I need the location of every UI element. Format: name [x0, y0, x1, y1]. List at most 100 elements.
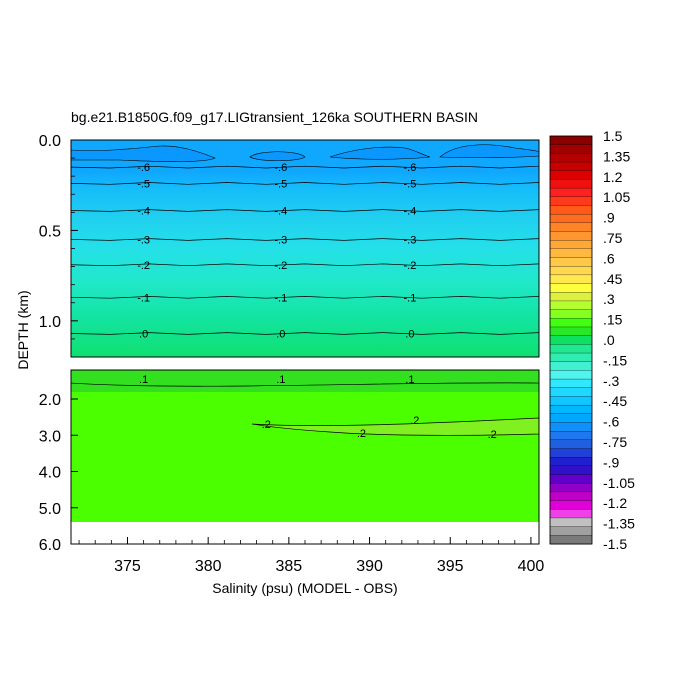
contour-label: .0	[405, 328, 414, 340]
y-tick-label: 5.0	[39, 501, 61, 518]
ocean-floor-gap	[71, 522, 539, 544]
x-axis-label: Salinity (psu) (MODEL - OBS)	[212, 580, 397, 596]
colorbar-swatch	[549, 309, 593, 319]
colorbar-swatch	[549, 326, 593, 337]
contour-label: -.4	[274, 206, 287, 218]
colorbar-label: .75	[603, 230, 623, 246]
x-tick-label: 395	[437, 558, 464, 575]
colorbar-swatch	[549, 526, 593, 536]
contour-label: -.6	[274, 162, 287, 174]
colorbar-swatch	[549, 483, 593, 493]
colorbar-labels: 1.5 1.35 1.2 1.05 .9 .75 .6 .45 .3 .15 .0 -.15 -.3 -.…	[603, 128, 635, 552]
colorbar-swatch	[549, 196, 593, 206]
colorbar-swatch	[549, 361, 593, 371]
colorbar-swatch	[549, 240, 593, 250]
contour-label: .0	[276, 328, 285, 340]
lower-panel-bg	[71, 370, 539, 522]
colorbar-swatch	[549, 404, 593, 415]
contour-label: .0	[139, 328, 148, 340]
colorbar-swatch	[549, 387, 593, 397]
contour-line	[70, 238, 540, 241]
colorbar-label: -1.5	[603, 536, 627, 552]
colorbar-swatch	[549, 422, 593, 432]
contour-label: -.3	[403, 234, 416, 246]
colorbar-swatch	[549, 266, 593, 276]
colorbar-swatch	[549, 292, 593, 302]
y-axis-upper: 0.0 0.5 1.0	[39, 133, 78, 340]
colorbar-swatch	[549, 474, 593, 484]
colorbar-label: -.3	[603, 373, 620, 389]
colorbar-swatch	[549, 283, 593, 293]
contour-line	[70, 263, 540, 267]
y-tick-label: 4.0	[39, 465, 61, 482]
colorbar-label: .0	[603, 332, 615, 348]
y-tick-label: 1.0	[39, 314, 61, 331]
saltier-lens	[251, 417, 540, 436]
contour-label: .1	[405, 374, 414, 386]
colorbar-swatch	[549, 413, 593, 423]
contour-label: -.1	[274, 292, 287, 304]
colorbar-swatch	[549, 535, 593, 545]
colorbar-label: -.75	[603, 434, 627, 450]
colorbar-swatch	[549, 500, 593, 510]
colorbar	[549, 135, 593, 545]
colorbar-swatch	[549, 491, 593, 502]
contour-label: -.4	[137, 206, 150, 218]
colorbar-swatch	[549, 187, 593, 198]
x-tick-label: 400	[518, 558, 545, 575]
colorbar-swatch	[549, 517, 593, 528]
colorbar-swatch	[549, 352, 593, 363]
colorbar-swatch	[549, 439, 593, 449]
x-tick-label: 375	[114, 558, 141, 575]
contour-label: .2	[357, 428, 366, 440]
colorbar-swatch	[549, 213, 593, 224]
surface-blob	[439, 144, 540, 158]
colorbar-label: -1.35	[603, 516, 635, 532]
y-axis-lower: 2.0 3.0 4.0 5.0 6.0	[39, 392, 78, 554]
surface-blob	[329, 146, 431, 160]
upper-panel-bg	[71, 140, 539, 357]
y-tick-label: 0.0	[39, 133, 61, 150]
upper-contour-group: -.6 -.6 -.6 -.5 -.5 -.5 -.4 -.4 -.4 -.3 -.3 -.3 -.2 -…	[70, 162, 540, 340]
colorbar-swatch	[549, 396, 593, 406]
colorbar-swatch	[549, 335, 593, 345]
surface-blob	[249, 151, 306, 162]
colorbar-swatch	[549, 153, 593, 163]
colorbar-swatch	[549, 318, 593, 328]
contour-label: -.2	[403, 260, 416, 272]
colorbar-label: 1.2	[603, 169, 623, 185]
colorbar-swatch	[549, 205, 593, 215]
colorbar-swatch	[549, 144, 593, 154]
colorbar-label: .6	[603, 250, 615, 266]
colorbar-label: -.45	[603, 393, 627, 409]
colorbar-label: 1.05	[603, 189, 630, 205]
colorbar-label: 1.35	[603, 148, 630, 164]
colorbar-frame	[549, 135, 593, 545]
lower-contour-group: .1 .1 .1 .2 .2 .2 .2	[70, 374, 540, 441]
contour-label: .2	[488, 429, 497, 441]
colorbar-label: -.6	[603, 414, 620, 430]
contour-label: .1	[276, 374, 285, 386]
contour-line	[70, 296, 540, 299]
contour-line	[70, 165, 540, 169]
contour-label: -.3	[137, 234, 150, 246]
y-tick-label: 2.0	[39, 392, 61, 409]
colorbar-swatch	[549, 231, 593, 241]
colorbar-label: .3	[603, 291, 615, 307]
contour-label: .2	[262, 419, 271, 431]
colorbar-swatch	[549, 300, 593, 311]
colorbar-swatch	[549, 378, 593, 389]
colorbar-swatch	[549, 161, 593, 172]
y-tick-label: 6.0	[39, 537, 61, 554]
contour-label: -.5	[274, 178, 287, 190]
contour-label: -.6	[137, 162, 150, 174]
x-tick-label: 385	[276, 558, 303, 575]
y-tick-label: 3.0	[39, 428, 61, 445]
colorbar-swatch	[549, 274, 593, 285]
contour-label: -.2	[137, 260, 150, 272]
colorbar-swatch	[549, 465, 593, 475]
contour-line	[70, 209, 540, 212]
surface-blob	[70, 140, 216, 162]
colorbar-label: 1.5	[603, 128, 623, 144]
contour-line	[70, 382, 540, 387]
